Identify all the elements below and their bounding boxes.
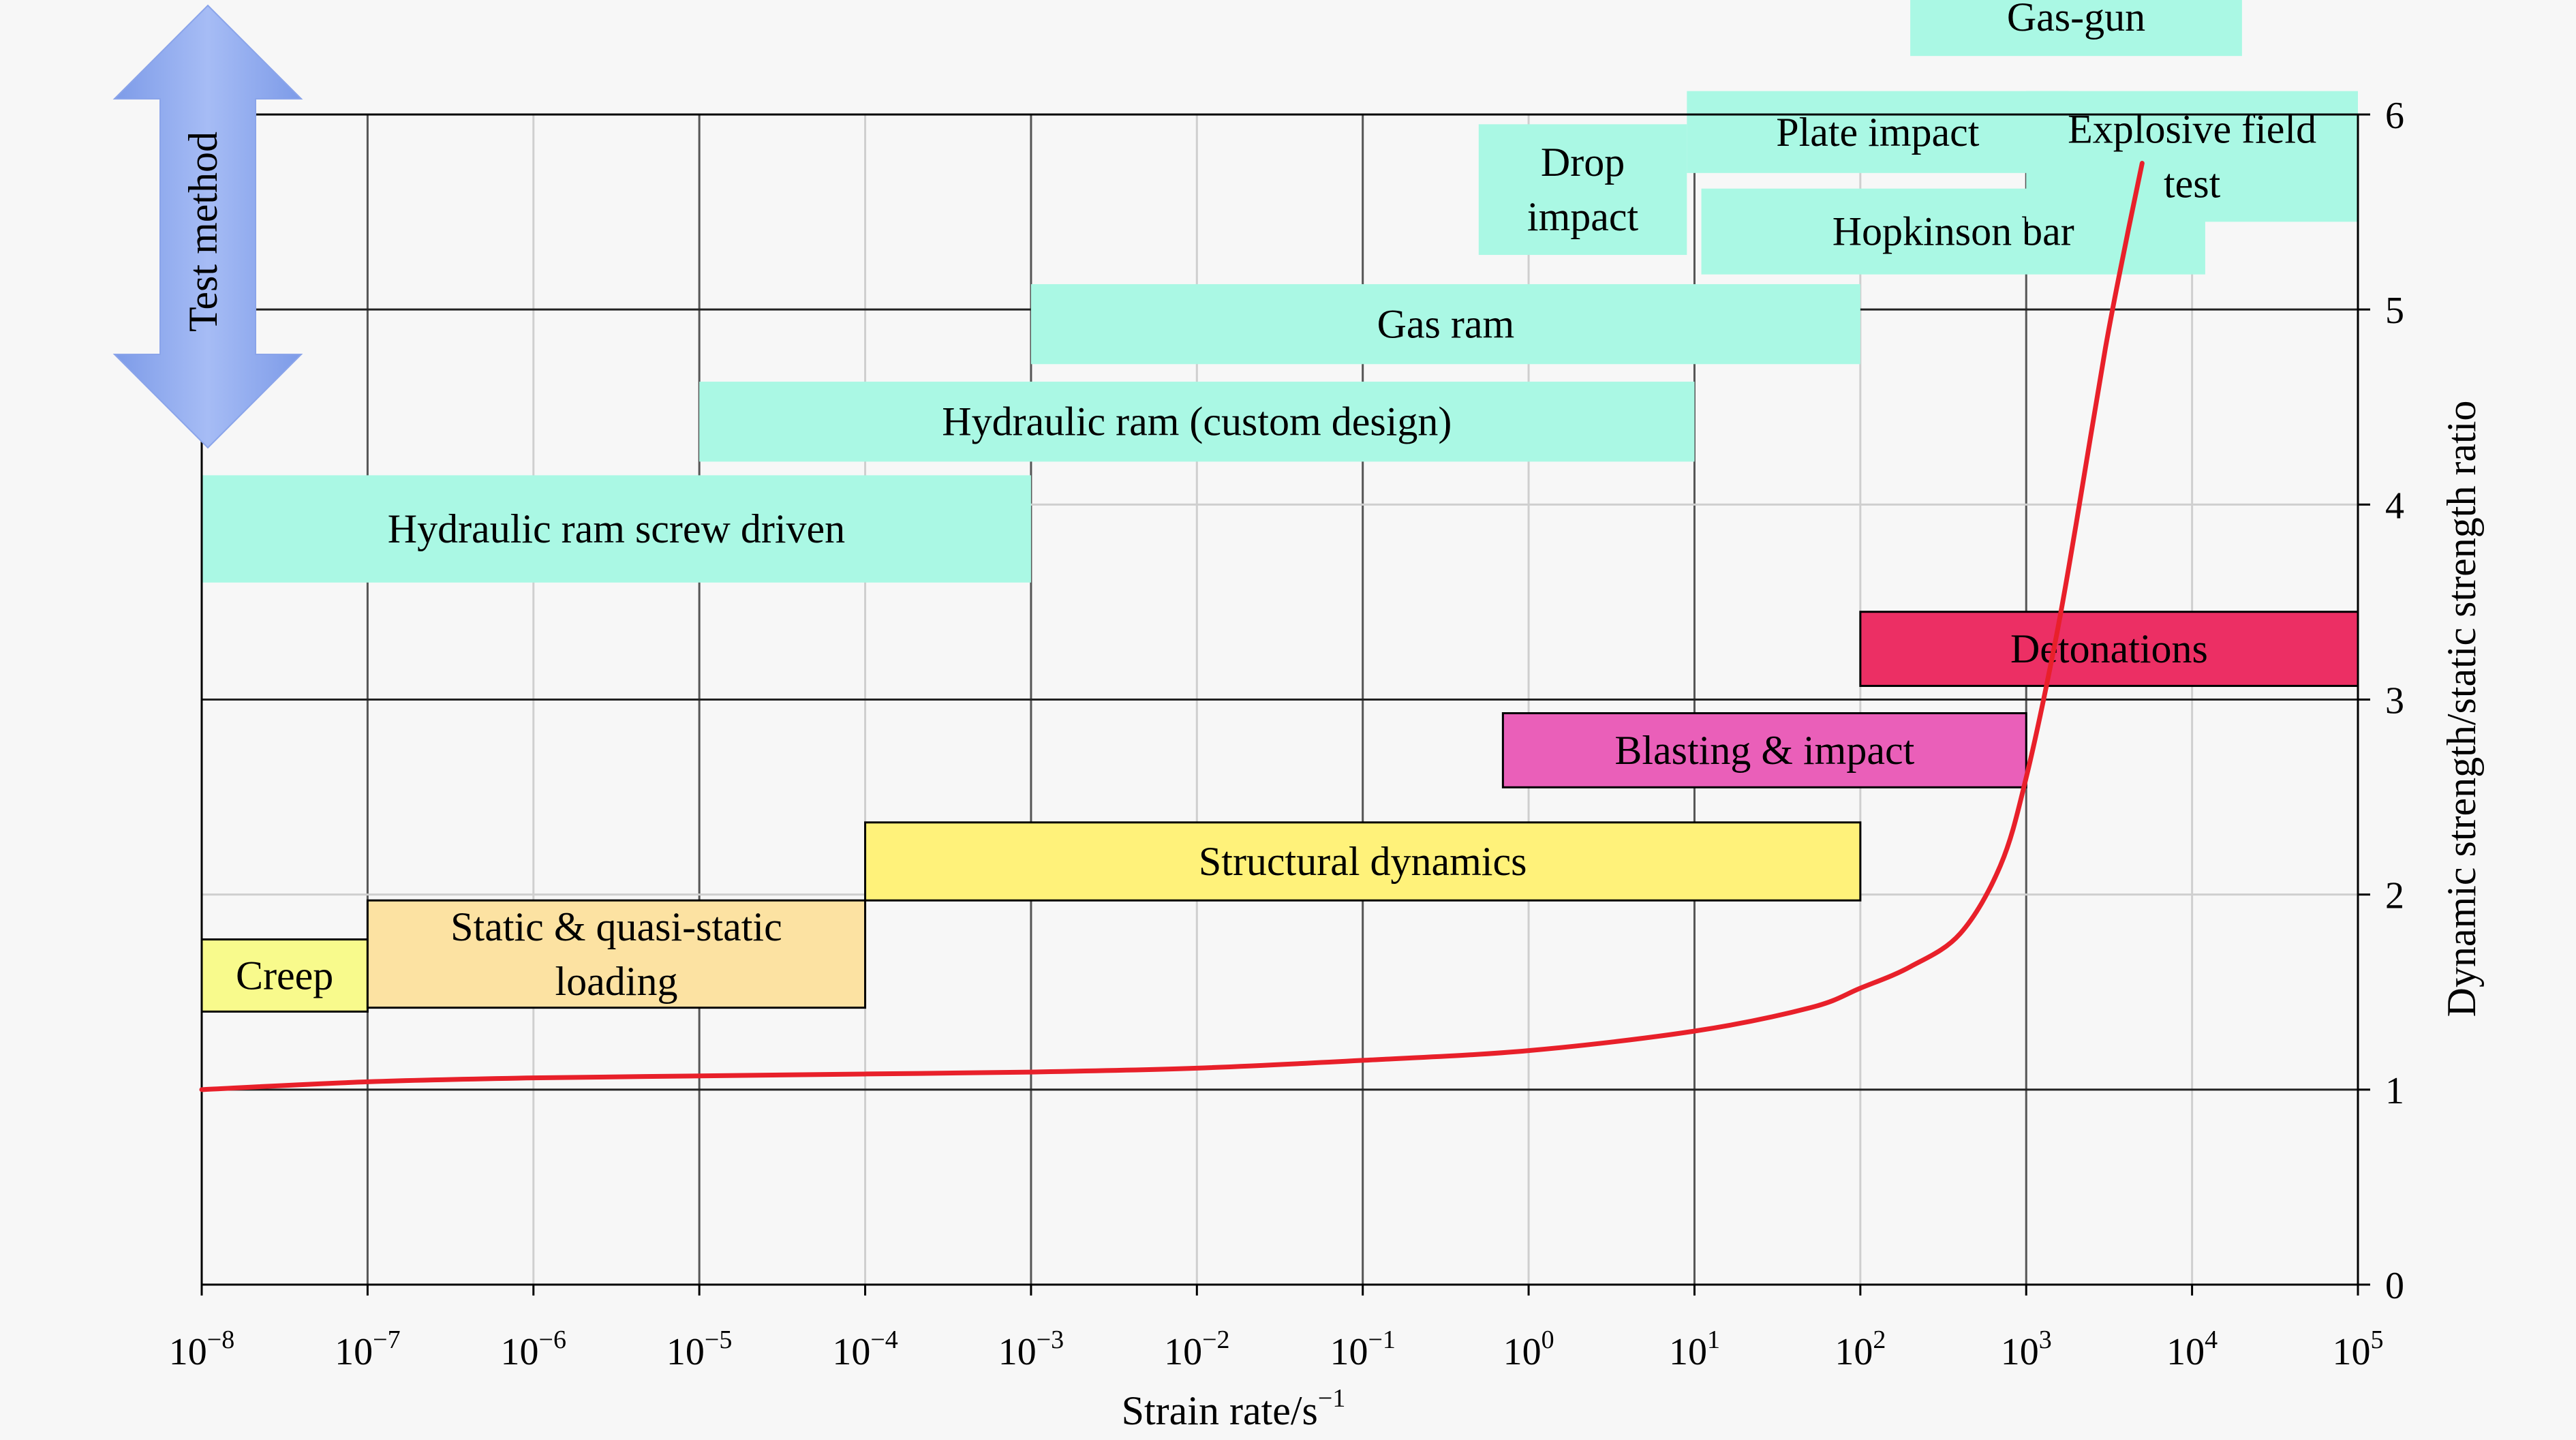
y-tick-label: 0	[2385, 1265, 2404, 1307]
test-method-label: Gas-gun	[2007, 0, 2145, 40]
test-method-label: Hydraulic ram screw driven	[388, 506, 845, 551]
x-tick-label: 105	[2333, 1326, 2384, 1373]
x-tick-label: 104	[2166, 1326, 2218, 1373]
test-method-label: Plate impact	[1776, 110, 1980, 155]
test-method-label: test	[2164, 162, 2221, 206]
y-tick-label: 5	[2385, 290, 2404, 332]
double-arrow-icon	[112, 4, 303, 449]
series-line	[199, 161, 2145, 1092]
x-tick-label: 10−4	[832, 1326, 898, 1373]
loading-regime-label: Blasting & impact	[1614, 728, 1914, 773]
test-method-box	[2026, 91, 2358, 222]
test-method-label: impact	[1527, 194, 1639, 239]
loading-regime-box	[1859, 611, 2359, 687]
test-method-box	[1687, 91, 2069, 173]
y-tick-label: 6	[2385, 95, 2404, 137]
test-method-label: Hydraulic ram (custom design)	[942, 399, 1452, 444]
loading-regimes: Creep Static & quasi-static loading Structu…	[200, 611, 2359, 1013]
y-tick-label: 4	[2385, 485, 2404, 527]
loading-regime-label: Structural dynamics	[1199, 839, 1527, 884]
y-tick-label: 3	[2385, 680, 2404, 722]
x-tick-label: 101	[1669, 1326, 1720, 1373]
x-axis-title: Strain rate/s−1	[1122, 1384, 1346, 1433]
x-tick-label: 103	[2001, 1326, 2052, 1373]
test-method-box	[699, 382, 1695, 462]
x-tick-label: 10−1	[1330, 1326, 1395, 1373]
x-tick-label: 10−8	[169, 1326, 234, 1373]
loading-regime-label: Static & quasi-static	[450, 904, 782, 949]
x-tick-label: 100	[1503, 1326, 1554, 1373]
test-method-label: Drop	[1541, 140, 1625, 185]
y-tick-label: 1	[2385, 1070, 2404, 1112]
loading-regime-box	[1501, 712, 2027, 788]
test-method-label: Gas ram	[1377, 302, 1515, 347]
axis-ticks: 10−8 10−7 10−6 10−5 10−4 10−3 10−2 10−1 100 101 10…	[169, 95, 2404, 1373]
test-methods: Hydraulic ram screw driven Hydraulic ram …	[202, 0, 2358, 583]
test-method-box	[1030, 284, 1860, 365]
test-method-box	[202, 475, 1031, 583]
loading-regime-box	[864, 821, 1862, 902]
test-method-box	[1910, 0, 2242, 57]
loading-regime-box	[366, 899, 867, 1009]
x-tick-label: 10−2	[1164, 1326, 1229, 1373]
test-method-label: Test method	[181, 132, 226, 332]
loading-regime-label: loading	[555, 959, 677, 1004]
loading-regime-label: Detonations	[2010, 626, 2208, 671]
x-tick-label: 10−5	[666, 1326, 732, 1373]
loading-regime-label: Creep	[236, 953, 333, 998]
x-tick-label: 10−7	[335, 1326, 400, 1373]
test-method-box	[1478, 124, 1687, 256]
x-tick-label: 10−3	[998, 1326, 1064, 1373]
x-tick-label: 10−6	[501, 1326, 566, 1373]
test-method-label: Explosive field	[2068, 107, 2316, 152]
y-axis-title: Dynamic strength/static strength ratio	[2439, 401, 2484, 1017]
y-tick-label: 2	[2385, 875, 2404, 917]
test-method-arrow: Test method	[112, 4, 303, 449]
x-tick-label: 102	[1835, 1326, 1886, 1373]
loading-regime-box	[200, 938, 369, 1013]
